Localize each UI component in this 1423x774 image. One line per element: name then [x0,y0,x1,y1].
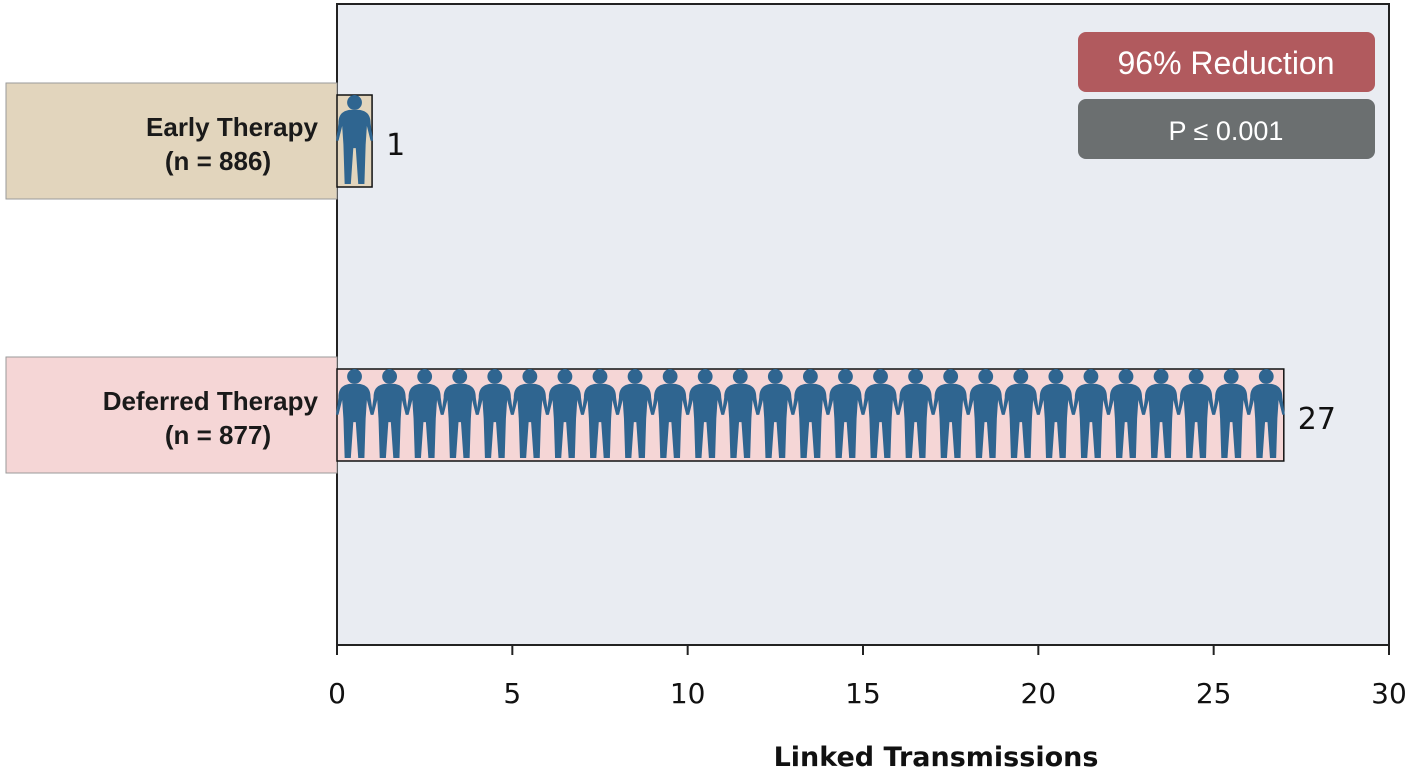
category-box-early-therapy [5,82,338,200]
category-n-deferred-therapy: (n = 877) [165,420,271,450]
x-tick-label: 30 [1371,677,1407,710]
x-tick-label: 0 [328,677,346,710]
reduction-badge: 96% Reduction [1078,32,1375,92]
x-tick-label: 5 [503,677,521,710]
category-label-early-therapy: Early Therapy [146,112,319,142]
x-tick-label: 25 [1196,677,1232,710]
value-label-deferred-therapy: 27 [1298,402,1336,437]
category-label-deferred-therapy: Deferred Therapy [103,386,319,416]
x-tick-label: 20 [1021,677,1057,710]
reduction-badge-label: 96% Reduction [1117,45,1334,81]
x-tick-label: 15 [845,677,881,710]
value-label-early-therapy: 1 [386,128,405,163]
x-tick-label: 10 [670,677,706,710]
pvalue-badge: P ≤ 0.001 [1078,99,1375,159]
pvalue-badge-label: P ≤ 0.001 [1169,116,1284,146]
category-box-deferred-therapy [5,356,338,474]
x-axis-title: Linked Transmissions [774,742,1099,773]
category-n-early-therapy: (n = 886) [165,146,271,176]
